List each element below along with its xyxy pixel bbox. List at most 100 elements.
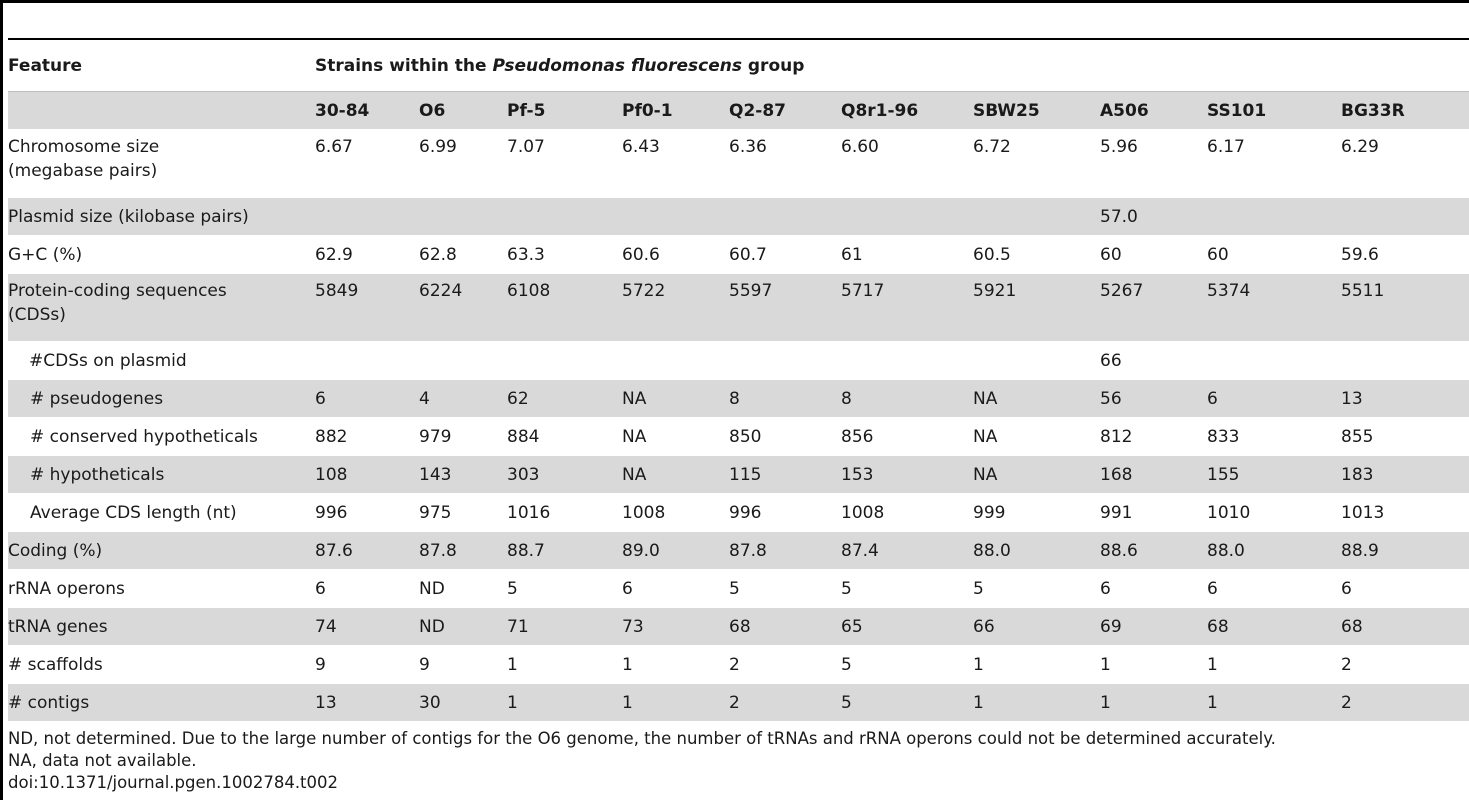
- value-cell: 66: [1100, 341, 1207, 380]
- strain-header: 30-84: [315, 91, 419, 130]
- group-header-prefix: Strains within the: [315, 55, 493, 76]
- table-row: Average CDS length (nt) 996 975 1016 1008 996…: [8, 493, 1469, 532]
- value-cell: [315, 341, 419, 380]
- value-cell: 88.0: [1207, 531, 1341, 570]
- footnote-na: NA, data not available.: [8, 751, 197, 770]
- value-cell: 62: [507, 379, 622, 418]
- value-cell: 88.6: [1100, 531, 1207, 570]
- feature-label: Plasmid size (kilobase pairs): [8, 197, 315, 236]
- value-cell: 13: [1341, 379, 1469, 418]
- feature-label-line: Chromosome size: [8, 137, 160, 157]
- value-cell: 1008: [622, 493, 729, 532]
- value-cell: [622, 341, 729, 380]
- value-cell: [1207, 341, 1341, 380]
- value-cell: 60.5: [973, 235, 1100, 274]
- feature-label-line: # hypotheticals: [30, 464, 165, 485]
- value-cell: 996: [729, 493, 841, 532]
- feature-label: #CDSs on plasmid: [8, 341, 315, 380]
- value-cell: 6.99: [419, 129, 507, 198]
- species-name: Pseudomonas fluorescens: [492, 55, 742, 76]
- feature-label: # pseudogenes: [8, 379, 315, 418]
- feature-label-line: Average CDS length (nt): [30, 502, 237, 523]
- table-row: # conserved hypotheticals 882 979 884 NA 850 8…: [8, 417, 1469, 456]
- value-cell: 108: [315, 455, 419, 494]
- value-cell: 1010: [1207, 493, 1341, 532]
- value-cell: 155: [1207, 455, 1341, 494]
- feature-label-line: Plasmid size (kilobase pairs): [8, 206, 249, 227]
- table-row: Protein-coding sequences (CDSs) 5849 6224 61…: [8, 273, 1469, 342]
- value-cell: 1008: [841, 493, 973, 532]
- value-cell: 62.8: [419, 235, 507, 274]
- value-cell: 143: [419, 455, 507, 494]
- feature-label: G+C (%): [8, 235, 315, 274]
- value-cell: 991: [1100, 493, 1207, 532]
- value-cell: [973, 341, 1100, 380]
- table-top-rule: [8, 38, 1469, 40]
- value-cell: 5267: [1100, 273, 1207, 342]
- value-cell: 56: [1100, 379, 1207, 418]
- feature-label: rRNA operons: [8, 569, 315, 608]
- value-cell: 999: [973, 493, 1100, 532]
- value-cell: 1: [507, 683, 622, 721]
- value-cell: 6.72: [973, 129, 1100, 198]
- value-cell: 6.17: [1207, 129, 1341, 198]
- value-cell: 1: [973, 683, 1100, 721]
- value-cell: 1016: [507, 493, 622, 532]
- value-cell: 6: [1341, 569, 1469, 608]
- value-cell: ND: [419, 607, 507, 646]
- value-cell: 2: [729, 645, 841, 684]
- value-cell: 5: [841, 683, 973, 721]
- value-cell: 6: [622, 569, 729, 608]
- value-cell: [1341, 341, 1469, 380]
- table-row: Chromosome size (megabase pairs) 6.67 6.99 7…: [8, 129, 1469, 198]
- value-cell: 66: [973, 607, 1100, 646]
- feature-label-line: # contigs: [8, 692, 90, 713]
- top-border: [0, 0, 1469, 3]
- value-cell: 60: [1100, 235, 1207, 274]
- strain-header-spacer: [8, 91, 315, 130]
- strain-header: Q2-87: [729, 91, 841, 130]
- value-cell: 5.96: [1100, 129, 1207, 198]
- value-cell: [622, 197, 729, 236]
- value-cell: [729, 197, 841, 236]
- value-cell: 5: [973, 569, 1100, 608]
- value-cell: [419, 341, 507, 380]
- value-cell: 5717: [841, 273, 973, 342]
- left-border: [0, 0, 3, 800]
- value-cell: 88.9: [1341, 531, 1469, 570]
- value-cell: [841, 341, 973, 380]
- strain-header: SS101: [1207, 91, 1341, 130]
- value-cell: 57.0: [1100, 197, 1207, 236]
- value-cell: 2: [729, 683, 841, 721]
- value-cell: [973, 197, 1100, 236]
- value-cell: 30: [419, 683, 507, 721]
- value-cell: 1013: [1341, 493, 1469, 532]
- value-cell: [1341, 197, 1469, 236]
- value-cell: 1: [973, 645, 1100, 684]
- value-cell: 5374: [1207, 273, 1341, 342]
- value-cell: 183: [1341, 455, 1469, 494]
- value-cell: 2: [1341, 683, 1469, 721]
- value-cell: [507, 197, 622, 236]
- value-cell: 6108: [507, 273, 622, 342]
- strain-header: Pf0-1: [622, 91, 729, 130]
- value-cell: 5849: [315, 273, 419, 342]
- value-cell: 6: [1207, 379, 1341, 418]
- value-cell: 168: [1100, 455, 1207, 494]
- feature-label: Coding (%): [8, 531, 315, 570]
- footnote-doi: doi:10.1371/journal.pgen.1002784.t002: [8, 773, 339, 792]
- feature-label-line: G+C (%): [8, 244, 83, 265]
- value-cell: 115: [729, 455, 841, 494]
- value-cell: NA: [622, 417, 729, 456]
- table-row: # pseudogenes 6 4 62 NA 8 8 NA 56 6 13: [8, 379, 1469, 418]
- value-cell: 6.36: [729, 129, 841, 198]
- feature-label: Chromosome size (megabase pairs): [8, 129, 315, 198]
- value-cell: 60: [1207, 235, 1341, 274]
- value-cell: 65: [841, 607, 973, 646]
- value-cell: 6.43: [622, 129, 729, 198]
- feature-label-line: tRNA genes: [8, 616, 108, 637]
- table-row: Plasmid size (kilobase pairs) 57.0: [8, 197, 1469, 236]
- value-cell: 1: [1100, 683, 1207, 721]
- value-cell: 69: [1100, 607, 1207, 646]
- table-row: Coding (%) 87.6 87.8 88.7 89.0 87.8 87.4 88.0 88…: [8, 531, 1469, 570]
